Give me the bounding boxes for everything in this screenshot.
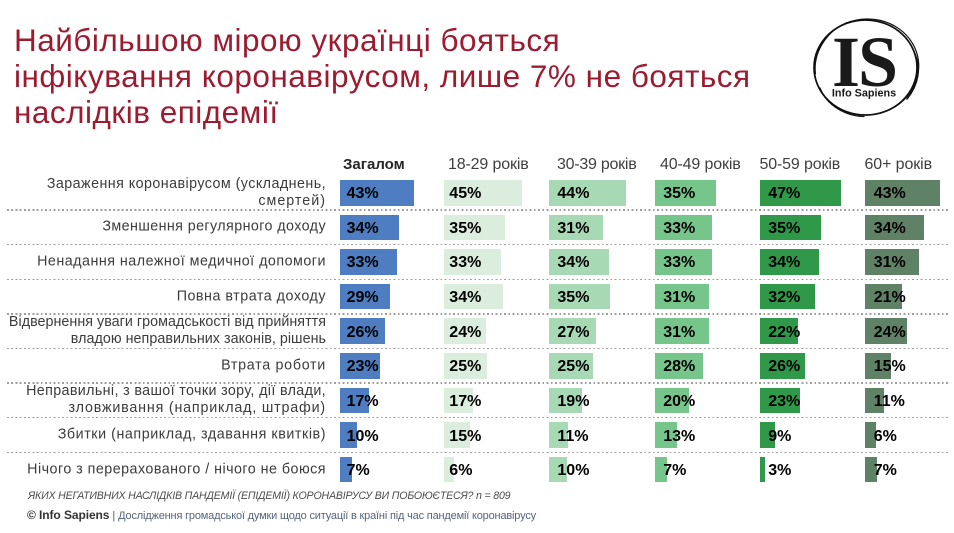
svg-text:Info Sapiens: Info Sapiens [832,88,896,100]
svg-text:IS: IS [832,22,896,102]
